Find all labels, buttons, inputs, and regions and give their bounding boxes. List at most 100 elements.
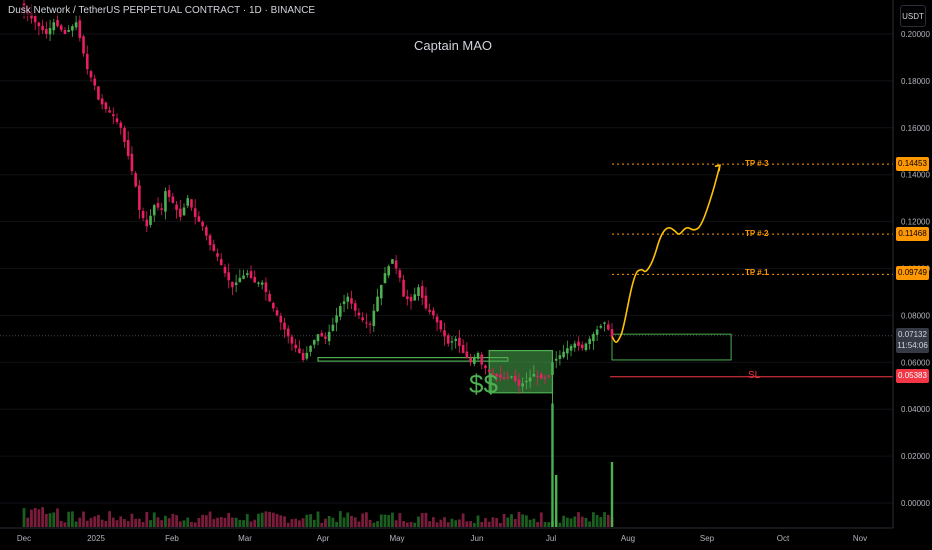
volume-bar [245, 514, 249, 527]
volume-bar [394, 520, 398, 527]
currency-badge[interactable]: USDT [900, 5, 926, 27]
candle [123, 127, 126, 142]
volume-spike [554, 475, 558, 527]
candle [331, 324, 335, 331]
candle [413, 294, 417, 301]
volume-bar [562, 515, 566, 527]
volume-bar [275, 514, 279, 527]
volume-bar [294, 518, 298, 527]
candle [446, 335, 450, 344]
volume-bar [580, 516, 584, 527]
candle [398, 270, 402, 278]
symbol-title[interactable]: Dusk Network / TetherUS PERPETUAL CONTRA… [6, 5, 318, 16]
candle [599, 325, 603, 328]
tp1-price-tag: 0.09749 [896, 266, 929, 280]
candle [387, 266, 391, 276]
volume-bar [547, 522, 551, 527]
tp2-price-tag: 0.11468 [896, 227, 929, 241]
price-tick-label: 0.06000 [901, 358, 930, 367]
volume-bar [141, 522, 145, 527]
volume-bar [435, 522, 439, 527]
volume-bar [216, 517, 219, 527]
candle [231, 281, 234, 288]
volume-bar [123, 519, 126, 527]
volume-bar [190, 521, 193, 527]
volume-bar [338, 511, 342, 527]
volume-bar [565, 517, 569, 527]
candle [283, 322, 286, 330]
candle [279, 315, 283, 323]
candle [257, 282, 260, 284]
volume-bar [104, 520, 108, 527]
volume-bar [231, 517, 234, 527]
price-tick-label: 0.04000 [901, 405, 930, 414]
volume-bar [74, 521, 78, 527]
volume-bar [320, 522, 324, 527]
volume-bar [249, 521, 253, 527]
volume-bar [439, 519, 443, 527]
volume-bar [484, 518, 487, 527]
candle [175, 204, 178, 210]
volume-bar [480, 521, 484, 527]
volume-bar [510, 514, 513, 527]
candle [59, 25, 63, 31]
time-tick-label: Jun [471, 534, 484, 543]
time-axis[interactable]: Dec 2025 Feb Mar Apr May Jun Jul Aug Sep Oct Nov [17, 534, 867, 543]
candle [152, 205, 156, 216]
volume-bar [502, 513, 506, 527]
volume-bar [56, 508, 59, 527]
candle [227, 272, 230, 281]
volume-bar [577, 512, 580, 527]
candle [275, 310, 279, 316]
candle [78, 20, 82, 38]
candle [606, 324, 610, 330]
volume-bar [201, 514, 205, 527]
candle [253, 277, 257, 283]
candle [551, 362, 554, 375]
candle [149, 215, 152, 225]
candle [573, 343, 577, 348]
volume-bar [569, 518, 573, 527]
volume-bar [420, 513, 424, 527]
candle [193, 208, 197, 217]
candle [260, 282, 264, 285]
volume-bar [517, 511, 521, 527]
volume-bar [175, 515, 178, 527]
candle [156, 203, 160, 208]
candle [528, 377, 532, 382]
volume-bar [48, 513, 52, 527]
volume-bar [495, 518, 499, 527]
projection-arrowhead [714, 164, 721, 172]
candle [394, 260, 398, 269]
candle [562, 351, 565, 358]
price-tick-label: 0.08000 [901, 311, 930, 320]
candle [592, 334, 595, 342]
candle [566, 348, 569, 354]
candle [52, 22, 56, 31]
candle [357, 312, 361, 316]
volume-bar [361, 513, 365, 527]
price-tick-label: 0.00000 [901, 499, 930, 508]
volume-bar [156, 517, 160, 527]
volume-bar [208, 511, 212, 527]
volume-bar [82, 511, 85, 527]
candle [316, 334, 320, 342]
time-tick-label: Oct [777, 534, 790, 543]
candle [312, 340, 316, 345]
volume-bar [93, 516, 97, 527]
candle [532, 374, 536, 377]
time-tick-label: May [389, 534, 404, 543]
volume-bar [212, 519, 216, 527]
volume-bar [525, 515, 528, 527]
volume-bar [164, 515, 167, 527]
candle [484, 365, 487, 369]
candle [368, 323, 372, 325]
time-tick-label: Apr [317, 534, 330, 543]
volume-bar [588, 521, 592, 527]
candle [502, 377, 506, 379]
volume-bar [364, 512, 368, 527]
candle [286, 328, 290, 337]
candle [115, 118, 119, 122]
